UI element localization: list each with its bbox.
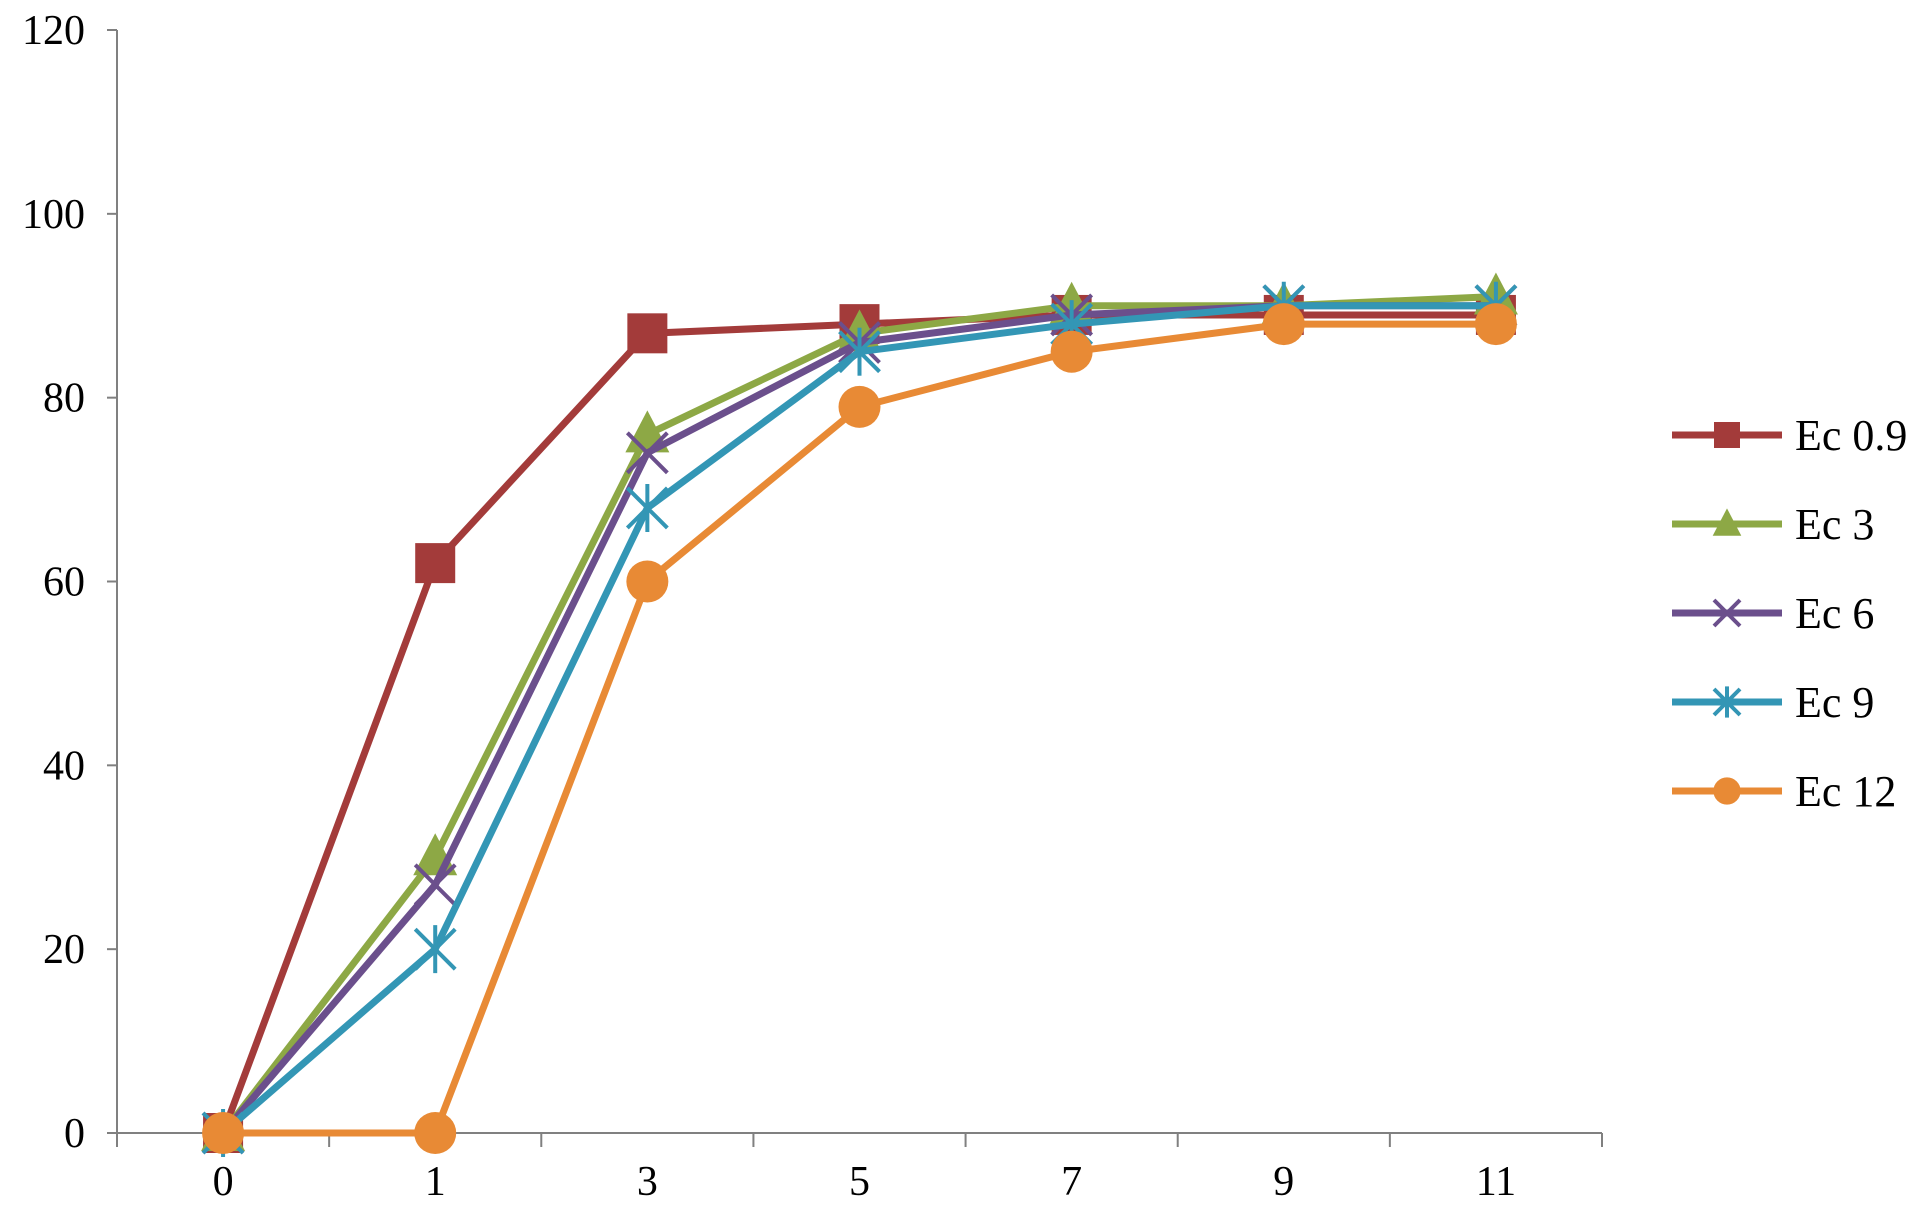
legend-label: Ec 9 [1795, 678, 1874, 727]
y-tick-label: 40 [43, 743, 85, 789]
data-point [1262, 303, 1305, 346]
y-tick-label: 60 [43, 560, 85, 606]
y-tick-label: 0 [64, 1111, 85, 1157]
data-point [1050, 330, 1093, 373]
x-tick-label: 11 [1476, 1159, 1516, 1205]
legend-label: Ec 0.9 [1795, 411, 1907, 460]
data-point [838, 385, 881, 428]
series-line [223, 320, 1496, 1137]
legend-item: Ec 6 [1672, 589, 1874, 638]
data-point [415, 543, 456, 584]
series-4 [202, 303, 1517, 1154]
axes: 0 20 40 60 80 100 120 0 1 3 5 7 9 11 [22, 8, 1603, 1205]
series-line [220, 302, 1496, 1136]
data-point [838, 327, 881, 376]
legend-label: Ec 6 [1795, 589, 1874, 638]
x-tick-label: 0 [213, 1159, 234, 1205]
legend-label: Ec 3 [1795, 500, 1874, 549]
x-tick-label: 7 [1061, 1159, 1082, 1205]
series-line [220, 302, 1496, 1136]
data-point-stroke [413, 863, 457, 907]
y-tick-label: 120 [22, 8, 85, 54]
y-tick-label: 20 [43, 927, 85, 973]
x-tick-label: 3 [637, 1159, 658, 1205]
data-point [625, 483, 669, 532]
legend-item: Ec 12 [1672, 767, 1896, 816]
data-point [202, 1112, 245, 1154]
legend-marker [1712, 686, 1742, 718]
legend-marker [1712, 508, 1742, 536]
legend: Ec 0.9 Ec 3 Ec 6 Ec 9 Ec 12 [1672, 411, 1907, 816]
y-tick-label: 80 [43, 376, 85, 422]
x-tick-label: 5 [849, 1159, 870, 1205]
data-point [414, 1112, 457, 1154]
legend-item: Ec 0.9 [1672, 411, 1907, 460]
data-point [413, 925, 457, 974]
legend-marker [1712, 598, 1742, 628]
data-point-stroke [625, 431, 669, 475]
legend-marker [1714, 422, 1740, 448]
y-tick-label: 100 [22, 192, 85, 238]
legend-marker-stroke [1712, 598, 1742, 628]
x-tick-label: 9 [1273, 1159, 1294, 1205]
x-tick-label: 1 [425, 1159, 446, 1205]
data-point [625, 431, 669, 475]
series-line [219, 311, 1496, 1135]
legend-label: Ec 12 [1795, 767, 1896, 816]
data-point [627, 313, 668, 354]
legend-item: Ec 9 [1672, 678, 1874, 727]
data-point [626, 560, 669, 603]
legend-item: Ec 3 [1672, 500, 1874, 549]
legend-marker [1713, 777, 1741, 805]
plot-area [201, 272, 1518, 1157]
data-point [1474, 303, 1517, 346]
data-point [413, 863, 457, 907]
